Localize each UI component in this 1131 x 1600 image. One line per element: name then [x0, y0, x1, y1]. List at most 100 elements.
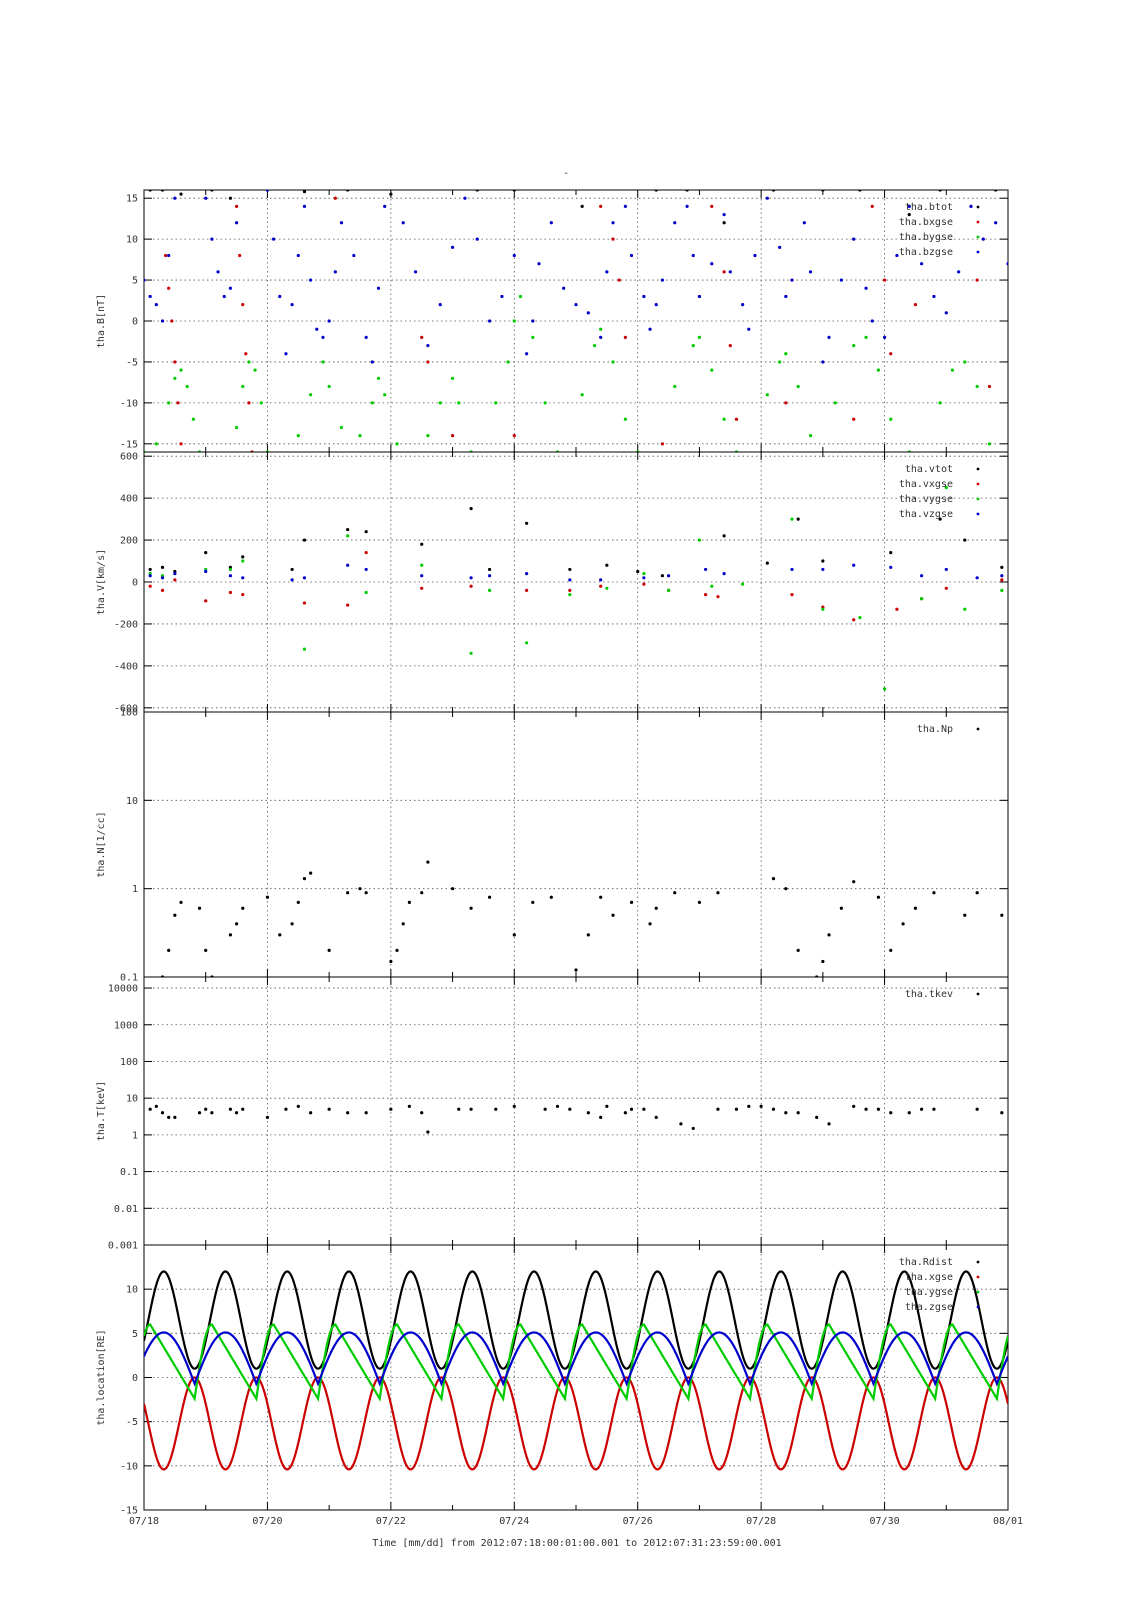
data-point	[420, 542, 424, 546]
data-point	[160, 588, 165, 592]
data-point	[839, 906, 843, 910]
plot-frame	[143, 711, 1009, 978]
data-point	[469, 906, 473, 910]
data-point	[463, 196, 467, 200]
y-tick-label: 10000	[108, 984, 138, 995]
data-point	[722, 417, 726, 421]
data-point	[401, 221, 405, 225]
series-tha-Rdist	[144, 1270, 1008, 1370]
data-point	[864, 335, 868, 339]
data-point	[796, 948, 800, 953]
data-point	[173, 572, 177, 576]
gridlines	[143, 711, 1009, 978]
data-point	[494, 401, 498, 405]
data-point	[648, 922, 652, 926]
data-point	[642, 582, 646, 586]
data-point	[870, 204, 874, 208]
legend-marker	[976, 205, 980, 209]
data-point	[963, 913, 967, 917]
data-point	[907, 212, 911, 217]
x-tick-label: 07/22	[376, 1516, 406, 1527]
data-point	[642, 576, 646, 580]
y-tick-label: 10	[126, 1094, 138, 1105]
data-point	[370, 360, 374, 364]
data-point	[238, 253, 242, 258]
data-point	[296, 434, 300, 438]
data-point	[364, 590, 368, 595]
y-tick-label: 200	[120, 536, 138, 547]
data-point	[876, 368, 881, 372]
data-point	[1006, 262, 1008, 266]
data-point	[759, 1104, 763, 1108]
data-point	[568, 578, 572, 582]
data-point	[241, 576, 245, 580]
data-point	[963, 360, 967, 364]
data-point	[685, 190, 689, 192]
data-point	[636, 569, 640, 574]
data-point	[679, 1122, 683, 1126]
data-point	[228, 590, 232, 595]
y-tick-label: 100	[120, 708, 138, 719]
y-tick-label: 15	[126, 194, 138, 205]
data-point	[346, 603, 350, 607]
x-tick-label: 07/30	[870, 1516, 900, 1527]
data-point	[494, 1107, 498, 1111]
data-point	[710, 204, 714, 208]
data-point	[790, 278, 794, 282]
data-point	[346, 527, 350, 532]
data-point	[543, 401, 547, 405]
data-point	[852, 417, 856, 421]
data-point	[222, 294, 226, 299]
data-point	[376, 286, 381, 290]
data-point	[599, 1115, 603, 1119]
data-point	[290, 567, 294, 572]
data-point	[164, 253, 168, 258]
data-point	[963, 607, 967, 611]
data-point	[426, 343, 430, 348]
panel-location: -15 -10 -5 0 5 10 tha.location[RE] 07/18 07/20 07…	[96, 1244, 1023, 1527]
data-point	[870, 319, 874, 323]
data-point	[611, 913, 615, 917]
data-point	[154, 1104, 158, 1108]
data-point	[562, 286, 566, 290]
data-point	[234, 221, 239, 225]
data-point	[642, 1107, 646, 1111]
panel-N: 0.1 1 10 100 tha.N[1/cc] tha.Np	[96, 708, 1009, 984]
data-point	[660, 442, 665, 446]
data-point	[734, 417, 739, 421]
data-point	[821, 607, 825, 611]
data-point	[450, 887, 455, 891]
data-point	[994, 221, 998, 225]
data-point	[389, 192, 393, 196]
data-point	[586, 933, 590, 937]
data-point	[179, 368, 183, 372]
data-point	[815, 1115, 819, 1119]
data-point	[438, 401, 442, 405]
data-point	[611, 237, 615, 241]
data-point	[778, 360, 782, 364]
x-tick-label: 07/26	[623, 1516, 653, 1527]
data-point	[568, 588, 572, 592]
data-point	[673, 384, 677, 389]
gridlines	[143, 1245, 1009, 1511]
panel-V: -600 -400 -200 0 200 400 600 tha.V[km/s] tha.vto…	[96, 451, 1009, 714]
data-point	[144, 278, 146, 282]
data-point	[167, 286, 171, 290]
legend-label: tha.bzgse	[899, 247, 953, 258]
data-point	[599, 578, 603, 582]
data-point	[697, 294, 702, 299]
data-point	[722, 270, 726, 274]
data-point	[938, 517, 942, 521]
data-point	[734, 1107, 739, 1111]
data-point	[148, 294, 152, 299]
data-point	[302, 538, 307, 542]
series-tha-ygse	[144, 1323, 1008, 1402]
data-point	[784, 294, 788, 299]
data-point	[876, 895, 881, 899]
data-point	[173, 196, 177, 200]
data-point	[512, 190, 516, 192]
data-point	[599, 584, 603, 588]
data-point	[488, 319, 492, 323]
data-point	[346, 1111, 350, 1115]
data-point	[426, 1130, 430, 1134]
